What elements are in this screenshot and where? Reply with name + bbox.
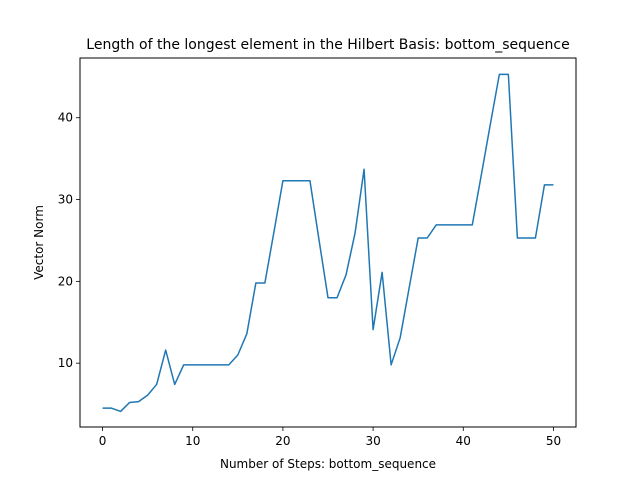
y-tick-label: 30 [58, 193, 73, 207]
x-tick-label: 50 [546, 434, 561, 448]
x-tick-label: 20 [275, 434, 290, 448]
series-line-0 [102, 73, 554, 413]
y-tick-label: 10 [58, 356, 73, 370]
y-axis-label: Vector Norm [32, 205, 46, 280]
y-axis: 10 20 30 40 [58, 111, 80, 370]
x-tick-label: 40 [456, 434, 471, 448]
axes-frame [79, 57, 577, 428]
x-axis-label: Number of Steps: bottom_sequence [220, 457, 436, 471]
x-tick-label: 0 [99, 434, 107, 448]
y-tick-label: 40 [58, 111, 73, 125]
x-tick-label: 30 [365, 434, 380, 448]
chart-title: Length of the longest element in the Hil… [86, 37, 569, 53]
x-axis: 0 10 20 30 40 50 [99, 427, 561, 448]
plot-area [102, 73, 554, 413]
y-tick-label: 20 [58, 274, 73, 288]
x-tick-label: 10 [185, 434, 200, 448]
